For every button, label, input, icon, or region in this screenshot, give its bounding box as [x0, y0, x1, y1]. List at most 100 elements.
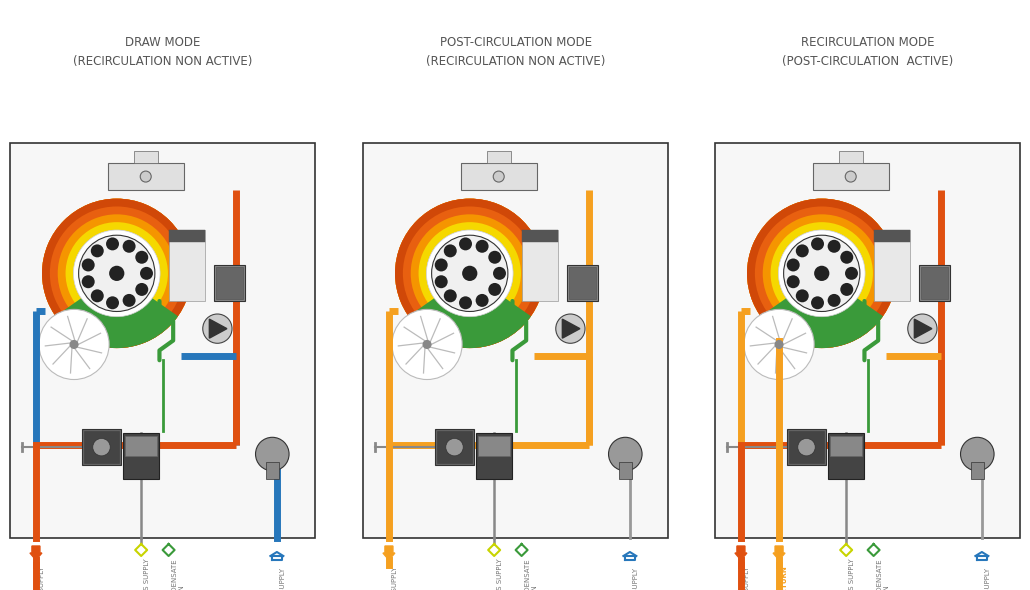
Circle shape — [255, 437, 289, 471]
Circle shape — [93, 438, 110, 456]
FancyArrow shape — [735, 546, 747, 560]
Bar — [715, 143, 1020, 538]
Circle shape — [811, 237, 824, 250]
Circle shape — [744, 309, 814, 379]
Circle shape — [392, 309, 462, 379]
Circle shape — [140, 171, 151, 182]
Bar — [10, 143, 315, 538]
Bar — [266, 463, 279, 478]
Circle shape — [91, 289, 104, 302]
Circle shape — [798, 438, 815, 456]
Circle shape — [203, 314, 232, 343]
Bar — [873, 230, 911, 242]
Bar — [169, 230, 205, 301]
Circle shape — [109, 266, 125, 281]
Circle shape — [784, 235, 860, 312]
Text: DRAW MODE
(RECIRCULATION NON ACTIVE): DRAW MODE (RECIRCULATION NON ACTIVE) — [73, 37, 252, 67]
Text: CONDENSATE
DRAIN: CONDENSATE DRAIN — [172, 558, 184, 590]
Text: C.W SUPPLY: C.W SUPPLY — [280, 568, 286, 590]
Circle shape — [476, 240, 488, 253]
Circle shape — [811, 296, 824, 309]
Text: H.W SUPPLY: H.W SUPPLY — [392, 566, 398, 590]
FancyArrow shape — [30, 546, 42, 560]
Circle shape — [435, 258, 448, 271]
Circle shape — [78, 235, 154, 312]
Bar — [83, 431, 119, 463]
Text: CONDENSATE
DRAIN: CONDENSATE DRAIN — [524, 558, 538, 590]
Circle shape — [135, 251, 148, 264]
Text: GAS SUPPLY: GAS SUPPLY — [849, 558, 855, 590]
Circle shape — [91, 244, 104, 257]
Text: POST-CIRCULATION MODE
(RECIRCULATION NON ACTIVE): POST-CIRCULATION MODE (RECIRCULATION NON… — [426, 37, 606, 67]
Bar — [81, 430, 122, 465]
Circle shape — [422, 340, 432, 349]
Circle shape — [81, 276, 95, 288]
Bar — [363, 143, 668, 538]
Bar — [107, 163, 183, 191]
Bar — [521, 230, 558, 242]
Wedge shape — [760, 296, 883, 348]
Bar — [134, 151, 158, 163]
Circle shape — [106, 237, 119, 250]
Circle shape — [846, 171, 856, 182]
Bar — [787, 430, 826, 465]
Wedge shape — [396, 199, 545, 348]
Circle shape — [459, 296, 472, 309]
Polygon shape — [209, 319, 227, 338]
Bar — [570, 267, 595, 299]
Wedge shape — [409, 296, 530, 348]
Circle shape — [462, 266, 477, 281]
Bar — [478, 435, 511, 456]
FancyArrow shape — [383, 546, 394, 560]
Bar — [828, 433, 864, 478]
Wedge shape — [747, 199, 896, 348]
Circle shape — [106, 296, 119, 309]
Circle shape — [775, 340, 784, 349]
Bar — [437, 431, 473, 463]
Text: H.W SUPPLY: H.W SUPPLY — [39, 566, 45, 590]
Polygon shape — [562, 319, 580, 338]
Circle shape — [961, 437, 994, 471]
Bar — [568, 266, 597, 301]
Circle shape — [73, 230, 160, 317]
Bar — [873, 230, 911, 301]
Circle shape — [787, 276, 799, 288]
Text: C.W SUPPLY: C.W SUPPLY — [632, 568, 639, 590]
Circle shape — [435, 276, 448, 288]
Circle shape — [444, 289, 456, 302]
Circle shape — [828, 240, 840, 253]
Bar — [216, 267, 243, 299]
Wedge shape — [747, 199, 896, 348]
Circle shape — [488, 251, 502, 264]
Circle shape — [840, 283, 853, 296]
Circle shape — [840, 251, 853, 264]
Circle shape — [476, 294, 488, 307]
Wedge shape — [396, 199, 545, 348]
Wedge shape — [56, 296, 178, 348]
Wedge shape — [42, 199, 192, 348]
Text: H.W SUPPLY: H.W SUPPLY — [744, 566, 750, 590]
Circle shape — [779, 230, 865, 317]
Text: RECIRCULATION MODE
(POST-CIRCULATION  ACTIVE): RECIRCULATION MODE (POST-CIRCULATION ACT… — [783, 37, 954, 67]
Wedge shape — [42, 199, 192, 348]
Circle shape — [796, 289, 809, 302]
Circle shape — [796, 244, 809, 257]
Wedge shape — [747, 199, 896, 348]
Bar — [920, 266, 950, 301]
Bar — [813, 163, 889, 191]
Wedge shape — [747, 199, 896, 348]
Circle shape — [69, 340, 78, 349]
Bar — [214, 266, 245, 301]
Text: GAS SUPPLY: GAS SUPPLY — [144, 558, 150, 590]
Circle shape — [845, 267, 858, 280]
Wedge shape — [396, 199, 545, 348]
Bar — [838, 151, 863, 163]
Circle shape — [787, 258, 799, 271]
Bar — [789, 431, 824, 463]
Bar — [123, 433, 160, 478]
Circle shape — [81, 258, 95, 271]
Circle shape — [828, 294, 840, 307]
Text: DHW RETURN: DHW RETURN — [782, 566, 788, 590]
FancyArrow shape — [774, 546, 785, 560]
Text: GAS SUPPLY: GAS SUPPLY — [497, 558, 503, 590]
